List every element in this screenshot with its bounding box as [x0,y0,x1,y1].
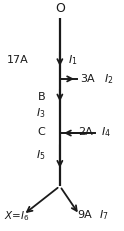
Text: $I_1$: $I_1$ [68,53,78,67]
Text: 2A: 2A [78,127,93,137]
Text: $I_2$: $I_2$ [104,72,113,86]
Text: C: C [37,127,45,137]
Text: $I_4$: $I_4$ [101,125,111,139]
Text: $I_7$: $I_7$ [99,208,108,222]
Text: $I_5$: $I_5$ [36,148,45,162]
Text: $X\!=\!I_6$: $X\!=\!I_6$ [4,209,30,223]
Text: 9A: 9A [77,210,92,220]
Text: $I_3$: $I_3$ [36,106,45,120]
Text: B: B [38,91,45,102]
Text: 17A: 17A [6,55,28,65]
Text: 3A: 3A [81,74,95,84]
Text: O: O [55,2,65,15]
